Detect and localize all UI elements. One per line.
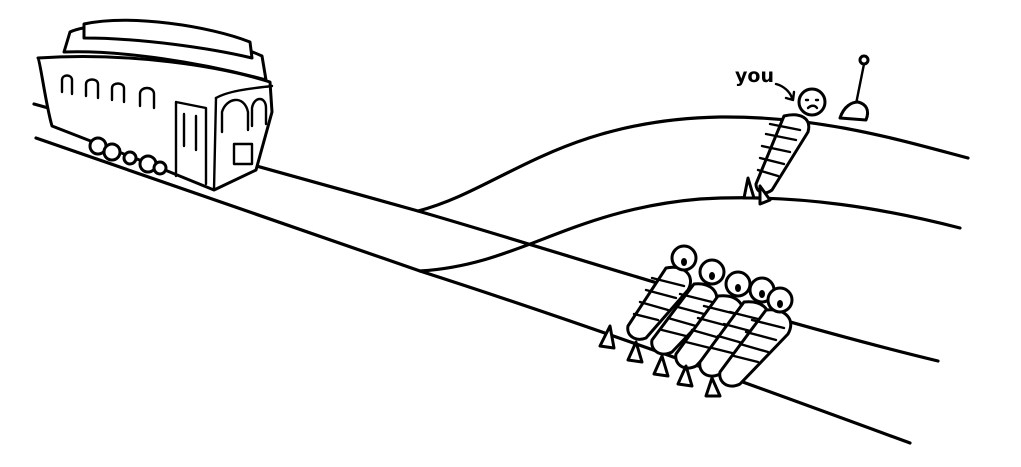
you-label: you: [735, 65, 774, 87]
people-group-main-track: [598, 244, 794, 398]
main-track-rail-top: [32, 102, 940, 363]
person-icon-1: [598, 244, 698, 350]
person-icon-5: [704, 286, 794, 398]
shovel-icon: [838, 54, 870, 122]
person-icon-3: [652, 270, 752, 378]
trolley-icon: [36, 18, 274, 192]
side-track-rail-bottom: [418, 196, 962, 273]
side-track-rail-top: [416, 115, 970, 213]
railway-tracks: [32, 102, 970, 445]
person-icon-side-track: [742, 87, 827, 206]
arrow-icon: [774, 82, 796, 102]
person-icon-2: [626, 258, 726, 364]
